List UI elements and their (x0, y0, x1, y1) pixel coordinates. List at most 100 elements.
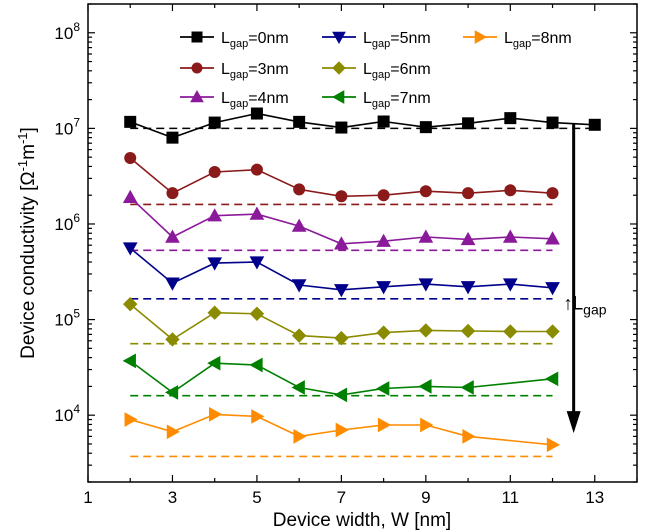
data-point (335, 121, 348, 134)
data-point (291, 380, 305, 395)
data-point (460, 380, 474, 395)
data-point (502, 229, 518, 243)
y-tick-label: 108 (54, 20, 80, 43)
data-point (462, 187, 475, 200)
x-tick-label: 9 (421, 488, 430, 507)
data-point (165, 229, 180, 243)
series-line (129, 413, 553, 446)
x-tick-label: 13 (585, 488, 604, 507)
data-point (460, 323, 476, 339)
data-point (377, 115, 390, 128)
data-point (334, 284, 349, 298)
data-point (291, 279, 307, 293)
data-point (166, 187, 179, 200)
legend-label: Lgap=6nm (363, 61, 431, 81)
data-point (462, 429, 476, 444)
data-point (191, 62, 203, 74)
series-line (129, 360, 553, 396)
x-tick-label: 1 (83, 488, 92, 507)
data-point (504, 184, 517, 197)
data-point (123, 296, 138, 312)
x-tick-label: 3 (168, 488, 177, 507)
legend-label: Lgap=5nm (363, 30, 431, 50)
data-point (208, 407, 223, 422)
data-point (249, 357, 263, 373)
data-point (418, 278, 434, 292)
data-point (420, 417, 434, 433)
y-axis-title: Device conductivity [Ω-1m-1] (15, 127, 39, 359)
legend-label: Lgap=8nm (504, 30, 572, 50)
data-point (332, 61, 346, 75)
axis-ticks (87, 3, 638, 483)
data-point (291, 218, 307, 232)
data-point (165, 332, 180, 347)
arrow-head (566, 411, 581, 434)
data-point (165, 277, 180, 291)
x-tick-label: 7 (337, 488, 346, 507)
data-point (334, 330, 349, 346)
data-point (122, 242, 138, 256)
annotation-label: ↑Lgap (563, 294, 607, 318)
legend-label: Lgap=4nm (221, 90, 289, 110)
data-point (124, 151, 137, 164)
data-point (207, 208, 223, 222)
data-point (124, 412, 138, 427)
data-point (208, 116, 221, 129)
data-point (545, 282, 560, 296)
data-point (546, 437, 561, 453)
data-point (418, 323, 434, 338)
data-point (460, 281, 476, 295)
plot-frame (87, 3, 638, 483)
data-point (207, 257, 223, 271)
data-point (249, 206, 265, 220)
data-point (293, 115, 306, 128)
data-point (545, 324, 560, 339)
data-point (250, 107, 263, 120)
x-tick-label: 11 (501, 488, 519, 507)
data-point (376, 281, 391, 295)
data-point (377, 417, 392, 433)
data-point (335, 190, 348, 203)
data-point (332, 31, 346, 45)
gap-label: ↑Lgap (563, 294, 607, 318)
data-point (546, 116, 559, 129)
legend: Lgap=0nm Lgap=5nm Lgap=8nm Lgap=3nm Lgap=6nm… (180, 30, 572, 110)
data-point (503, 324, 518, 339)
trend-arrow (566, 124, 581, 434)
y-tick-labels: 104 105 106 107 108 (54, 20, 80, 425)
data-point (333, 387, 348, 403)
data-point (376, 381, 390, 396)
series-markers (122, 107, 601, 453)
data-point (331, 90, 345, 104)
data-point (335, 422, 349, 438)
data-point (251, 409, 265, 424)
data-point (546, 187, 559, 200)
data-point (376, 233, 391, 247)
data-point (249, 256, 265, 270)
x-tick-label: 5 (252, 488, 261, 507)
data-point (122, 353, 136, 369)
legend-label: Lgap=7nm (363, 90, 431, 110)
data-point (208, 165, 221, 178)
series-line (129, 112, 595, 139)
data-point (474, 30, 488, 44)
data-point (504, 112, 517, 125)
x-tick-labels: 1 3 5 7 9 11 13 (83, 488, 604, 507)
data-point (207, 355, 221, 371)
data-point (419, 121, 432, 134)
data-point (462, 117, 475, 130)
data-point (334, 236, 349, 250)
data-point (418, 379, 432, 394)
data-point (293, 429, 307, 444)
data-point (545, 231, 560, 245)
data-point (207, 305, 222, 320)
data-point (190, 89, 204, 103)
y-tick-label: 106 (54, 211, 80, 234)
data-point (293, 183, 306, 196)
x-axis-title: Device width, W [nm] (273, 510, 451, 531)
series-line (129, 247, 553, 291)
legend-label: Lgap=3nm (221, 61, 289, 81)
data-point (166, 424, 180, 440)
data-point (545, 371, 559, 387)
